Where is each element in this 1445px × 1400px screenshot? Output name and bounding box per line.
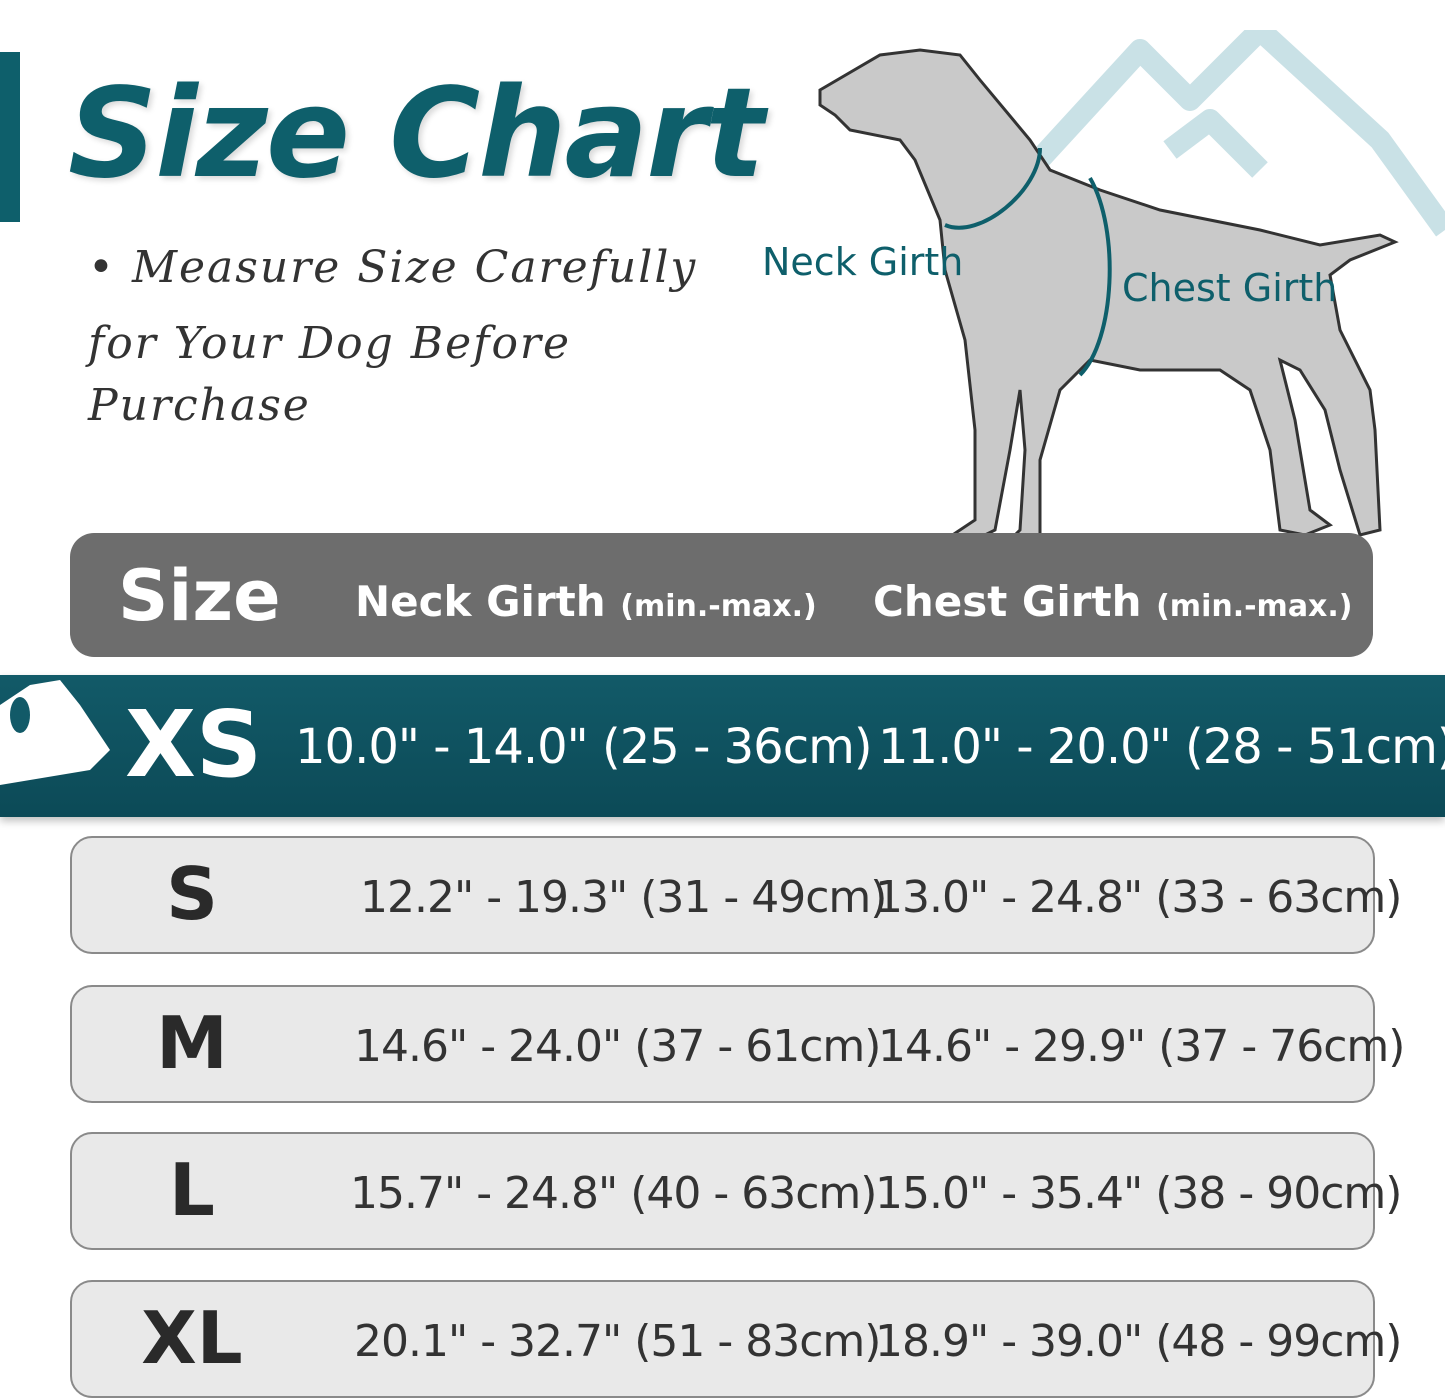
header-chest-girth: Chest Girth (min.-max.) [873,577,1353,626]
accent-bar [0,52,20,222]
table-row: M 14.6" - 24.0" (37 - 61cm) 14.6" - 29.9… [70,985,1405,1103]
size-label: XL [141,1296,243,1380]
size-label: S [166,852,218,936]
size-label: M [156,1001,228,1085]
neck-range: 15.7" - 24.8" (40 - 63cm) [350,1168,877,1219]
table-header: Size Neck Girth (min.-max.) Chest Girth … [70,533,1373,657]
page-title: Size Chart [68,62,765,206]
dog-measurement-illustration [818,30,1445,557]
neck-range: 20.1" - 32.7" (51 - 83cm) [354,1316,881,1367]
neck-range: 10.0" - 14.0" (25 - 36cm) [295,719,873,775]
subtitle-line: • Measure Size Carefully [88,242,698,293]
chest-range: 18.9" - 39.0" (48 - 99cm) [875,1316,1402,1367]
size-label: L [169,1148,215,1232]
subtitle-line: Purchase [88,380,311,431]
range-note: (min.-max.) [620,589,817,624]
neck-girth-label: Neck Girth [762,240,964,284]
chest-girth-line [1078,177,1112,377]
dog-head-icon [0,680,110,785]
table-row: L 15.7" - 24.8" (40 - 63cm) 15.0" - 35.4… [70,1132,1402,1250]
header-chest-label: Chest Girth [873,577,1142,626]
neck-range: 14.6" - 24.0" (37 - 61cm) [354,1021,881,1072]
neck-range: 12.2" - 19.3" (31 - 49cm) [360,872,887,923]
neck-girth-line [944,147,1042,230]
header-neck-girth: Neck Girth (min.-max.) [355,577,817,626]
chest-girth-label: Chest Girth [1122,266,1338,310]
chest-range: 13.0" - 24.8" (33 - 63cm) [875,872,1402,923]
table-row: XL 20.1" - 32.7" (51 - 83cm) 18.9" - 39.… [70,1280,1402,1398]
mountain-background [1021,30,1445,237]
subtitle-line: for Your Dog Before [88,318,572,369]
chest-range: 11.0" - 20.0" (28 - 51cm) [878,719,1445,775]
header-size: Size [118,555,281,637]
range-note: (min.-max.) [1156,589,1353,624]
table-row-highlighted: XS 10.0" - 14.0" (25 - 36cm) 11.0" - 20.… [0,675,1445,817]
chest-range: 15.0" - 35.4" (38 - 90cm) [875,1168,1402,1219]
chest-range: 14.6" - 29.9" (37 - 76cm) [878,1021,1405,1072]
size-label: XS [125,691,263,798]
table-row: S 12.2" - 19.3" (31 - 49cm) 13.0" - 24.8… [70,836,1402,954]
header-neck-label: Neck Girth [355,577,606,626]
